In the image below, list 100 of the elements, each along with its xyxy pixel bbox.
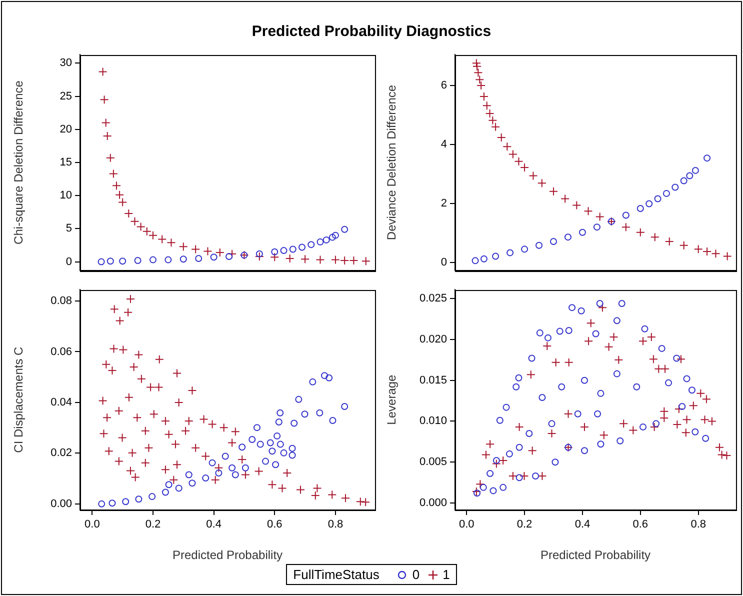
point (526, 370, 536, 380)
y-tick-label: 25 (60, 90, 72, 102)
point (472, 257, 479, 264)
point (300, 254, 310, 264)
point (191, 244, 200, 254)
point (654, 364, 664, 374)
point (633, 383, 640, 390)
x-tick-label: 0.4 (574, 518, 590, 531)
point (609, 332, 618, 342)
point (98, 67, 108, 76)
point (276, 440, 284, 448)
point (298, 244, 306, 251)
point (722, 252, 732, 261)
point (598, 303, 607, 312)
x-tick-label: 0.8 (690, 518, 706, 531)
point (329, 416, 336, 424)
point (476, 480, 485, 489)
point (496, 416, 504, 424)
point (288, 452, 296, 459)
point (165, 481, 172, 488)
point (650, 422, 659, 432)
point (638, 336, 648, 346)
x-axis-title: Predicted Probability (540, 548, 651, 562)
point (115, 190, 124, 200)
point (502, 404, 510, 411)
x-tick-label: 0.6 (632, 518, 648, 531)
point (254, 252, 264, 261)
point (474, 68, 483, 78)
point (526, 430, 533, 437)
point (474, 490, 481, 497)
x-tick-label: 0.2 (516, 518, 532, 531)
point (276, 409, 284, 416)
y-axis-title: Deviance Deletion Difference (384, 84, 399, 240)
point (270, 252, 280, 262)
point (158, 234, 167, 244)
point (564, 234, 572, 241)
y-tick-label: 6 (440, 80, 447, 92)
point (678, 403, 686, 410)
point (580, 447, 588, 454)
point (175, 484, 182, 492)
point (578, 307, 585, 314)
point (654, 195, 662, 202)
point (266, 439, 274, 446)
y-tick-label: 0.005 (419, 456, 447, 468)
point (222, 452, 229, 460)
point (604, 342, 614, 352)
point (528, 446, 537, 456)
point (597, 390, 604, 397)
point (232, 471, 239, 478)
point (280, 247, 288, 254)
point (679, 240, 688, 250)
point (538, 471, 547, 480)
point (472, 487, 481, 496)
point (326, 374, 333, 382)
point (480, 255, 488, 262)
point (692, 428, 699, 436)
point (704, 154, 711, 162)
point (124, 208, 134, 218)
point (560, 194, 570, 204)
point (295, 396, 302, 403)
point (490, 487, 497, 494)
point (275, 418, 282, 426)
point (289, 246, 296, 253)
point (597, 440, 604, 448)
point (556, 328, 564, 335)
point (636, 228, 645, 237)
y-tick-label: 15 (60, 156, 72, 169)
point (492, 252, 500, 260)
point (290, 420, 298, 427)
point (262, 458, 270, 465)
point (340, 256, 350, 265)
point (673, 354, 680, 362)
point (618, 300, 626, 307)
point (584, 336, 594, 346)
point (551, 358, 560, 367)
point (660, 406, 669, 416)
point (135, 496, 142, 503)
point (586, 318, 596, 328)
point (195, 254, 202, 262)
point (544, 334, 552, 342)
point (238, 444, 246, 451)
point (308, 241, 315, 248)
point (476, 81, 486, 90)
point (118, 198, 128, 207)
point (268, 448, 276, 455)
point (272, 461, 280, 468)
point (660, 413, 669, 422)
point (148, 493, 156, 500)
point (506, 249, 514, 256)
point (341, 226, 348, 233)
point (572, 200, 582, 210)
x-tick-label: 0.0 (458, 518, 474, 531)
point (480, 484, 487, 491)
point (506, 450, 513, 458)
point (98, 258, 105, 266)
point (496, 132, 506, 142)
point (596, 300, 604, 307)
point (112, 181, 121, 190)
point (472, 62, 482, 71)
point (528, 171, 538, 180)
